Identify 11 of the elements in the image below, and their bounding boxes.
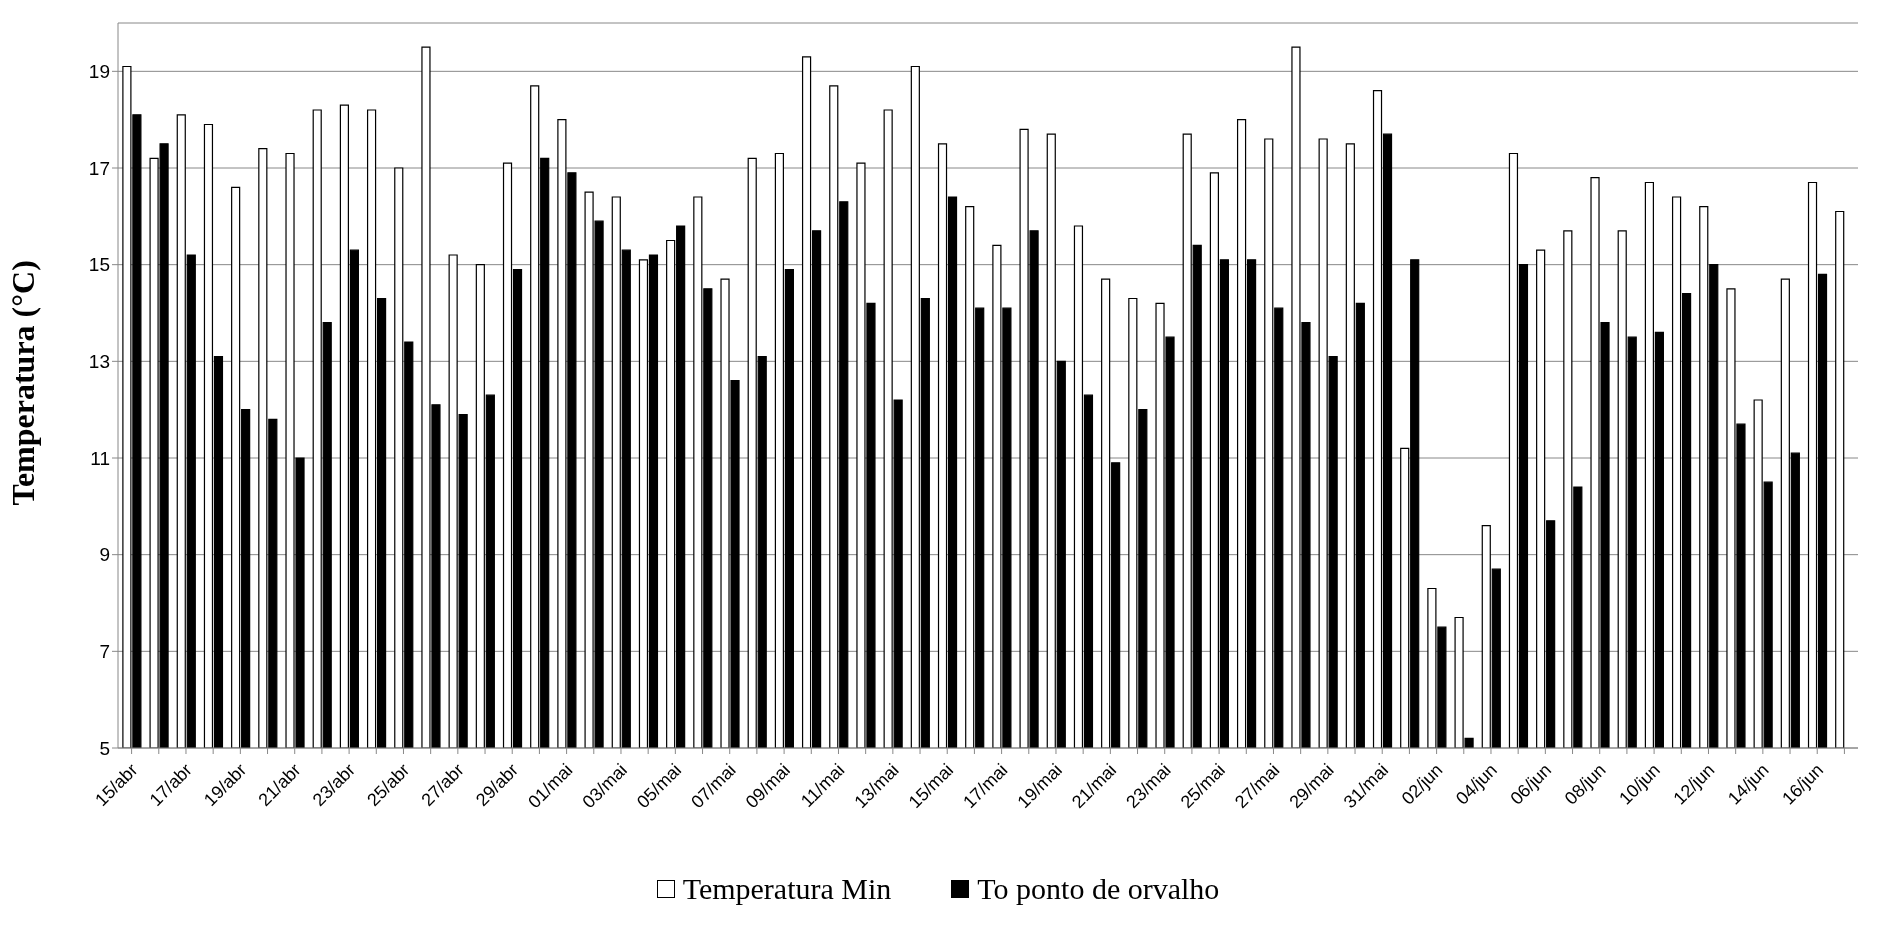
y-tick-label: 13: [88, 351, 110, 373]
y-tick-label: 7: [99, 641, 110, 663]
legend-label: To ponto de orvalho: [976, 872, 1220, 906]
legend-label: Temperatura Min: [681, 872, 892, 906]
y-tick-label: 19: [88, 61, 110, 83]
y-axis-title: Temperatura (°C): [5, 260, 42, 506]
y-tick-label: 15: [88, 254, 110, 276]
y-tick-label: 11: [90, 447, 110, 469]
y-tick-label: 17: [88, 157, 110, 179]
y-tick-label: 5: [99, 737, 110, 759]
y-tick-label: 9: [99, 544, 110, 566]
